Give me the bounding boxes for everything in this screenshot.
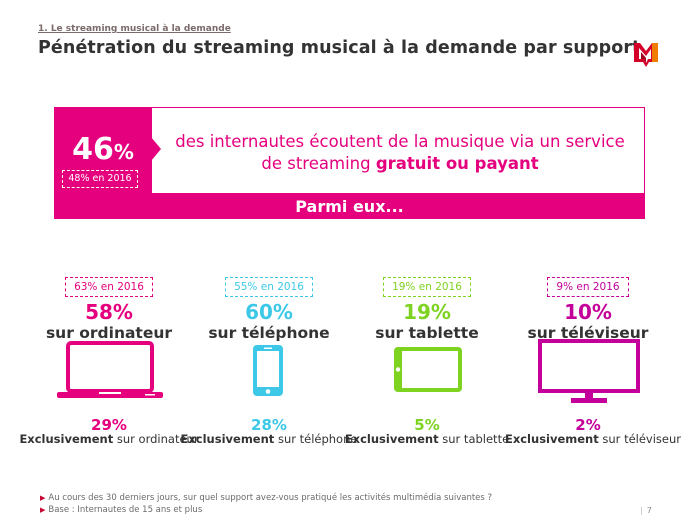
exclusive-bold: Exclusivement <box>344 432 439 446</box>
exclusive-label: Exclusivement sur téléphone <box>176 432 362 446</box>
footnote-question: ▶ Au cours des 30 derniers jours, sur que… <box>40 493 492 503</box>
support-percentage: 58% <box>85 300 133 324</box>
hero-value: 46 <box>72 132 114 167</box>
hero-unit: % <box>113 140 134 164</box>
exclusive-rest: sur téléviseur <box>598 432 682 446</box>
hero-percentage: 46% <box>54 133 152 169</box>
support-televiseur: 9% en 2016 10% sur téléviseur <box>503 275 673 343</box>
page-number: | 7 <box>640 506 652 515</box>
previous-badge: 55% en 2016 <box>225 277 313 297</box>
exclusive-percentage: 28% <box>251 416 287 434</box>
exclusive-label: Exclusivement sur ordinateur <box>16 432 202 446</box>
section-label: 1. Le streaming musical à la demande <box>38 24 231 34</box>
exclusive-bold: Exclusivement <box>504 432 599 446</box>
support-percentage: 10% <box>564 300 612 324</box>
smartphone-icon <box>253 345 283 396</box>
tablet-icon <box>394 347 462 392</box>
support-label: sur téléphone <box>208 324 330 342</box>
bullet-triangle-icon: ▶ <box>40 506 46 514</box>
hero-previous-badge: 48% en 2016 <box>62 170 138 188</box>
parmi-eux-banner: Parmi eux... <box>54 194 645 219</box>
hero-text-regular: des internautes écoutent de la musique v… <box>175 132 625 173</box>
page-divider: | <box>640 506 643 515</box>
support-label: sur tablette <box>375 324 479 342</box>
previous-badge: 19% en 2016 <box>383 277 471 297</box>
support-tablette: 19% en 2016 19% sur tablette <box>342 275 512 343</box>
exclusive-label: Exclusivement sur tablette <box>338 432 516 446</box>
brand-logo-icon <box>634 43 658 67</box>
support-label: sur téléviseur <box>527 324 649 342</box>
footnote-text: Au cours des 30 derniers jours, sur quel… <box>48 493 493 503</box>
previous-badge: 9% en 2016 <box>547 277 629 297</box>
support-ordinateur: 63% en 2016 58% sur ordinateur <box>24 275 194 343</box>
footnote-base: ▶ Base : Internautes de 15 ans et plus <box>40 505 202 515</box>
exclusive-percentage: 5% <box>414 416 440 434</box>
exclusive-bold: Exclusivement <box>19 432 114 446</box>
support-telephone: 55% en 2016 60% sur téléphone <box>184 275 354 343</box>
footnote-text: Base : Internautes de 15 ans et plus <box>48 505 203 515</box>
tv-icon <box>538 339 640 403</box>
previous-badge: 63% en 2016 <box>65 277 153 297</box>
exclusive-rest: sur tablette <box>438 432 510 446</box>
exclusive-rest: sur ordinateur <box>113 432 199 446</box>
hero-arrow <box>151 137 161 161</box>
exclusive-rest: sur téléphone <box>274 432 358 446</box>
hero-stat-panel <box>54 107 152 194</box>
exclusive-percentage: 2% <box>575 416 601 434</box>
hero-text-bold: gratuit ou payant <box>375 154 539 173</box>
exclusive-label: Exclusivement sur téléviseur <box>503 432 683 446</box>
bullet-triangle-icon: ▶ <box>40 494 46 502</box>
exclusive-percentage: 29% <box>91 416 127 434</box>
support-percentage: 19% <box>403 300 451 324</box>
laptop-icon <box>57 341 163 398</box>
hero-description: des internautes écoutent de la musique v… <box>165 131 635 175</box>
support-label: sur ordinateur <box>45 324 173 342</box>
page-number-value: 7 <box>646 506 652 515</box>
page-title: Pénétration du streaming musical à la de… <box>38 38 641 58</box>
support-percentage: 60% <box>245 300 293 324</box>
exclusive-bold: Exclusivement <box>180 432 275 446</box>
